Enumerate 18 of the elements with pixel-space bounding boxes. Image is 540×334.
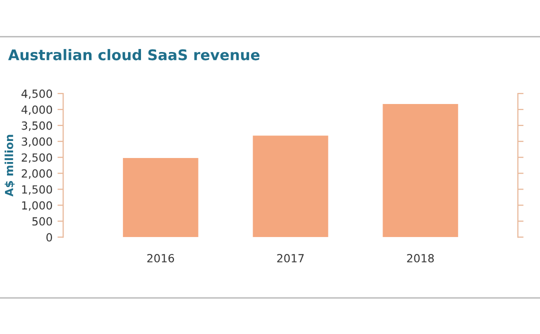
bar	[252, 136, 328, 238]
x-tick-label: 2018	[407, 254, 434, 262]
y-axis-title: A$ million	[4, 134, 15, 197]
chart-title: Australian cloud SaaS revenue	[8, 49, 260, 60]
y-tick-label: 4,500	[22, 89, 52, 100]
y-tick-label: 3,000	[22, 137, 52, 147]
bar	[122, 158, 198, 238]
y-tick-label: 500	[32, 217, 52, 226]
y-tick-label: 2,000	[22, 169, 52, 179]
y-tick-label: 4,000	[22, 105, 52, 115]
x-tick-label: 2017	[277, 254, 304, 262]
y-tick-label: 0	[46, 233, 52, 242]
y-tick-label: 3,500	[22, 121, 52, 131]
y-tick-label: 1,000	[22, 201, 52, 211]
bar	[382, 104, 458, 238]
y-tick-label: 2,500	[22, 153, 52, 163]
y-tick-label: 1,500	[22, 185, 52, 195]
x-tick-label: 2016	[147, 254, 174, 262]
